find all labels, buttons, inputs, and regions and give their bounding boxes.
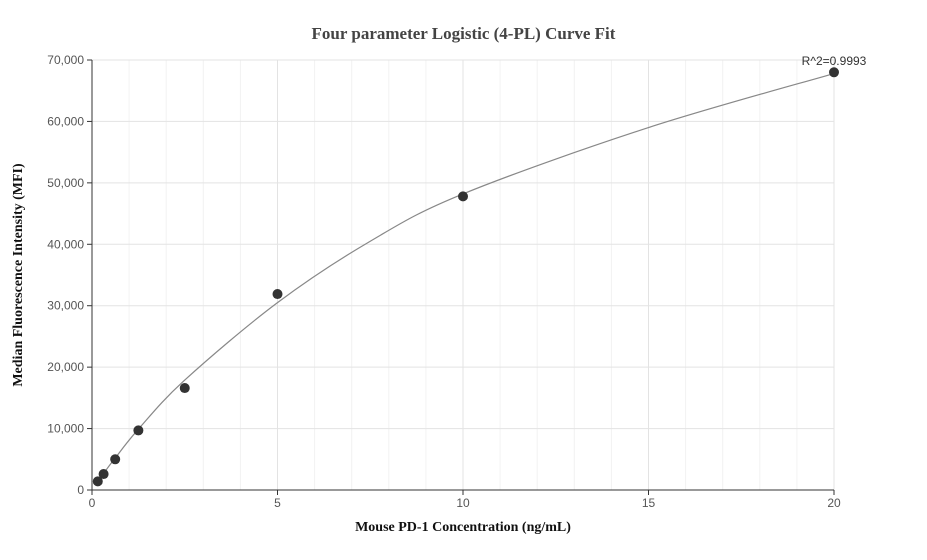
y-tick-label: 20,000 [47, 360, 84, 374]
x-tick-label: 0 [89, 496, 96, 510]
y-tick-label: 30,000 [47, 299, 84, 313]
point-layer [92, 67, 839, 487]
data-point[interactable] [829, 67, 839, 78]
y-tick-label: 0 [77, 483, 84, 497]
x-tick-label: 15 [642, 496, 656, 510]
data-point[interactable] [458, 191, 468, 202]
data-point[interactable] [179, 383, 190, 394]
y-tick-label: 10,000 [47, 422, 84, 436]
axis-layer: 0 5 10 15 20 0 10,000 20,000 30,000 40,000 50,000 6… [47, 53, 841, 510]
grid-layer [92, 59, 835, 490]
data-point[interactable] [272, 289, 283, 300]
y-tick-label: 50,000 [47, 176, 84, 190]
x-tick-label: 10 [456, 496, 470, 510]
x-tick-label: 5 [274, 496, 281, 510]
x-axis-title: Mouse PD-1 Concentration (ng/mL) [355, 520, 571, 535]
data-point[interactable] [110, 454, 121, 465]
chart-title: Four parameter Logistic (4-PL) Curve Fit [312, 24, 616, 43]
y-tick-label: 60,000 [47, 114, 84, 128]
y-axis-title: Median Fluorescence Intensity (MFI) [11, 163, 26, 387]
curve-layer [97, 72, 835, 483]
data-point[interactable] [98, 469, 109, 480]
r-squared-annotation: R^2=0.9993 [802, 54, 867, 68]
fit-curve-line [97, 72, 835, 483]
y-tick-label: 70,000 [47, 53, 84, 67]
data-point[interactable] [133, 425, 144, 436]
data-point[interactable] [92, 476, 103, 487]
y-tick-label: 40,000 [47, 237, 84, 251]
x-tick-label: 20 [827, 496, 841, 510]
